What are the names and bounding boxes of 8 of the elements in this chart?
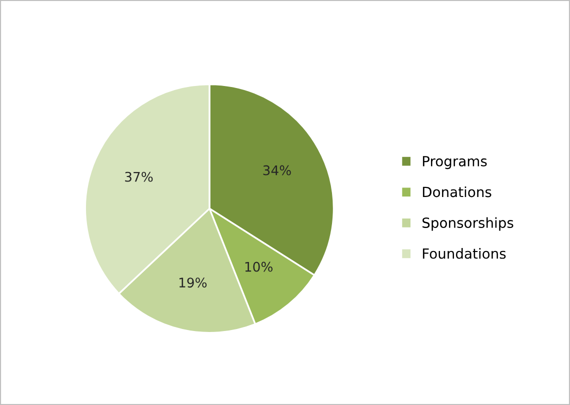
legend-label: Donations [422, 186, 492, 198]
legend-label: Programs [422, 156, 487, 170]
data-label: 34% [263, 165, 291, 176]
data-label: 37% [125, 172, 153, 182]
legend-label: Sponsorships [422, 217, 514, 231]
legend-label: Foundations [422, 248, 506, 259]
data-label: 19% [179, 278, 207, 288]
data-label: 10% [245, 262, 273, 272]
